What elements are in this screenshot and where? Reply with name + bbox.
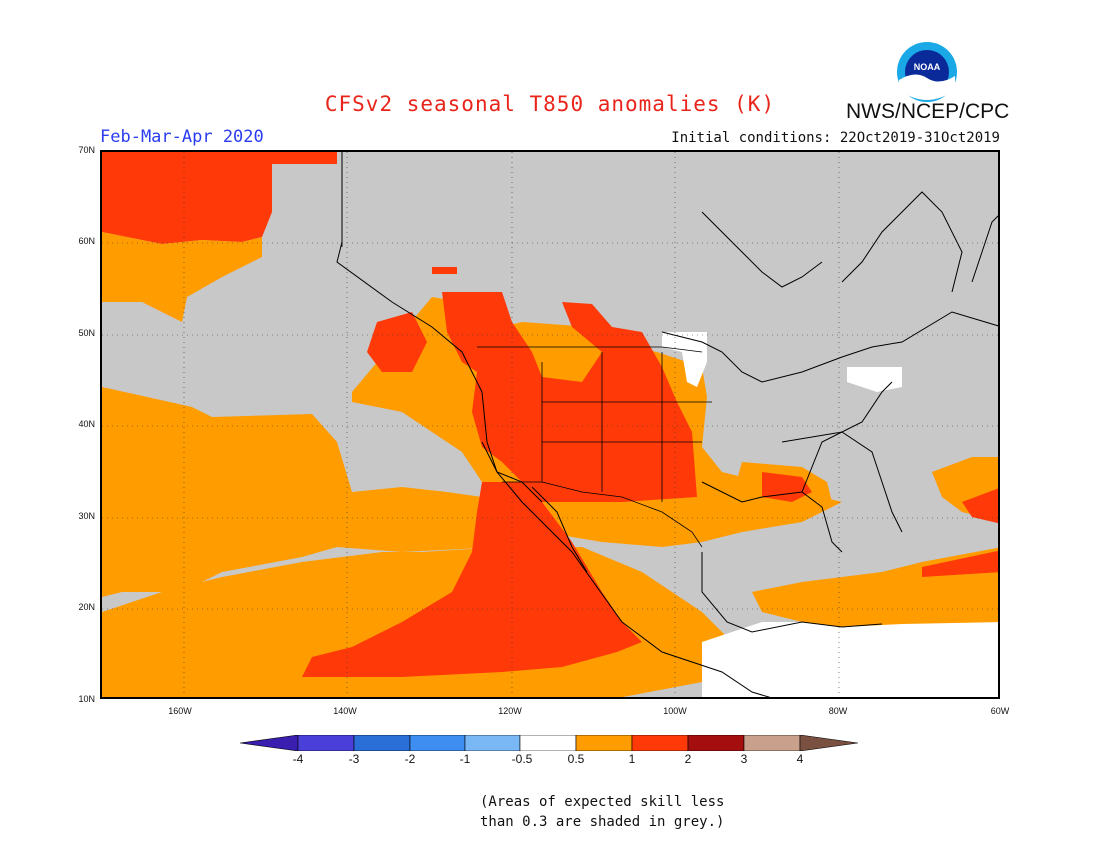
lon-label: 100W	[663, 706, 687, 716]
lon-label: 120W	[498, 706, 522, 716]
lat-label: 30N	[78, 511, 95, 521]
anomaly-region	[922, 550, 998, 577]
colorbar-label: -3	[348, 752, 360, 766]
lat-label: 60N	[78, 236, 95, 246]
colorbar-label: 4	[796, 752, 804, 766]
colorbar-label: -0.5	[511, 752, 533, 766]
colorbar-label: 1	[628, 752, 636, 766]
skill-note-line: than 0.3 are shaded in grey.)	[480, 814, 725, 830]
lon-label: 60W	[990, 706, 1010, 716]
anomaly-region	[102, 232, 262, 322]
logo-text: NOAA	[914, 62, 941, 72]
lat-label: 70N	[78, 145, 95, 155]
lat-label: 10N	[78, 694, 95, 704]
anomaly-region	[702, 622, 998, 697]
lat-label: 20N	[78, 602, 95, 612]
colorbar-label: -1	[459, 752, 471, 766]
anomaly-region	[442, 292, 697, 502]
colorbar-label: 0.5	[567, 752, 585, 766]
coastlines	[336, 152, 998, 697]
political-borders	[341, 152, 712, 548]
lon-label: 80W	[828, 706, 848, 716]
graticule	[102, 152, 998, 697]
anomaly-region	[962, 488, 998, 524]
organization-label: NWS/NCEP/CPC	[846, 100, 1010, 123]
colorbar	[240, 735, 859, 751]
lat-label: 40N	[78, 419, 95, 429]
initial-conditions: Initial conditions: 22Oct2019-31Oct2019	[671, 130, 1000, 146]
anomaly-region	[367, 312, 427, 372]
lat-label: 50N	[78, 328, 95, 338]
colorbar-label: -4	[292, 752, 304, 766]
skill-note-line: (Areas of expected skill less	[480, 794, 725, 810]
lon-label: 140W	[333, 706, 357, 716]
colorbar-label: 3	[740, 752, 748, 766]
anomaly-map	[100, 150, 1000, 699]
anomaly-region	[102, 387, 502, 597]
lon-label: 160W	[168, 706, 192, 716]
noaa-logo-icon: NOAA	[897, 42, 957, 102]
anomaly-region	[762, 472, 812, 502]
chart-title: CFSv2 seasonal T850 anomalies (K)	[324, 92, 776, 116]
anomaly-region	[102, 152, 337, 244]
anomaly-region	[302, 482, 642, 677]
forecast-period: Feb-Mar-Apr 2020	[100, 127, 264, 147]
colorbar-label: -2	[404, 752, 416, 766]
skill-note: (Areas of expected skill less than 0.3 a…	[480, 792, 724, 832]
map-canvas	[102, 152, 998, 697]
anomaly-region	[432, 267, 457, 274]
colorbar-label: 2	[684, 752, 692, 766]
anomaly-region	[662, 332, 707, 387]
